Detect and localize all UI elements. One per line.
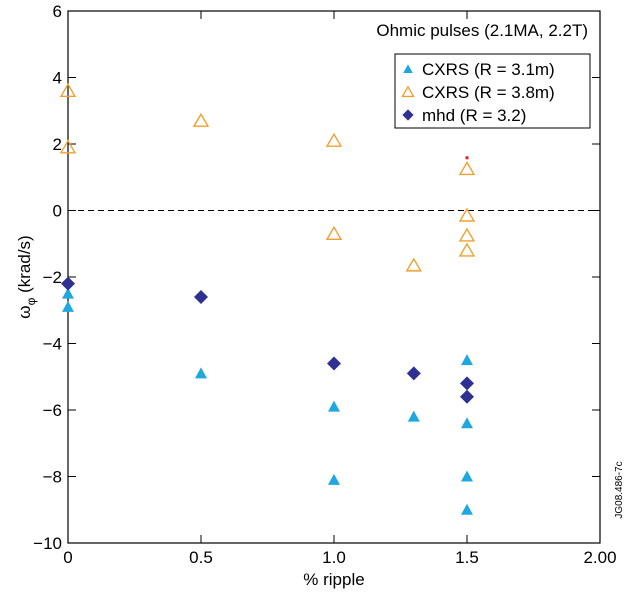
y-tick-label: 2	[53, 135, 62, 154]
x-tick-label: 0	[63, 548, 72, 567]
data-point-triangle-filled	[328, 400, 340, 412]
y-tick-label: 0	[53, 202, 62, 221]
data-point-diamond	[194, 289, 208, 304]
y-axis-label-group: ωφ (krad/s)	[15, 235, 38, 318]
chart-annotation: Ohmic pulses (2.1MA, 2.2T)	[376, 21, 588, 40]
y-tick-label: −8	[43, 468, 62, 487]
y-axis-label-unit: (krad/s)	[15, 235, 34, 297]
legend-label: CXRS (R = 3.8m)	[422, 83, 555, 102]
red-mark	[465, 156, 469, 160]
y-tick-label: −2	[43, 268, 62, 287]
legend-label: mhd (R = 3.2)	[422, 106, 526, 125]
data-point-diamond	[61, 276, 75, 291]
data-point-triangle-open	[59, 82, 77, 98]
y-tick-label: 4	[53, 69, 62, 88]
data-point-triangle-filled	[461, 417, 473, 429]
data-point-diamond	[460, 389, 474, 404]
legend-marker-diamond	[402, 109, 414, 121]
series-1	[59, 82, 476, 272]
data-point-triangle-filled	[328, 473, 340, 485]
y-axis-label: ωφ (krad/s)	[15, 235, 38, 318]
series-2	[61, 276, 474, 404]
side-label-group: JG08.486-7c	[614, 461, 625, 518]
data-point-triangle-open	[325, 132, 343, 147]
data-point-triangle-open	[458, 227, 476, 242]
x-tick-label: 2.00	[583, 548, 616, 567]
data-point-triangle-filled	[461, 470, 473, 482]
y-tick-label: −4	[43, 335, 62, 354]
data-point-triangle-open	[59, 139, 77, 154]
side-label: JG08.486-7c	[614, 461, 625, 518]
axis-ticks: 0 0.5 1.0 1.5 2.00 6 4 2 0 −2 −4 −6 −8 −10	[33, 2, 616, 567]
legend-box	[394, 53, 591, 129]
x-tick-label: 0.5	[189, 548, 213, 567]
data-point-diamond	[460, 376, 474, 391]
y-axis-label-main: ω	[15, 305, 34, 318]
data-point-triangle-open	[458, 242, 476, 257]
series-0	[62, 287, 473, 515]
data-point-diamond	[327, 356, 341, 371]
data-point-triangle-filled	[461, 503, 473, 515]
data-point-triangle-open	[405, 257, 423, 272]
data-point-triangle-open	[192, 112, 210, 127]
data-point-triangle-filled	[461, 354, 473, 366]
x-axis-label: % ripple	[303, 570, 364, 589]
data-point-triangle-open	[458, 161, 476, 176]
data-point-triangle-open	[458, 207, 476, 222]
legend-marker-triangle-filled	[403, 64, 413, 73]
data-point-triangle-filled	[62, 300, 74, 312]
y-tick-label: 6	[53, 2, 62, 21]
data-marks	[59, 82, 476, 515]
data-point-diamond	[406, 366, 421, 381]
data-point-triangle-filled	[62, 287, 74, 299]
y-tick-label: −6	[43, 401, 62, 420]
legend: CXRS (R = 3.1m) CXRS (R = 3.8m) mhd (R = 3…	[394, 53, 591, 129]
data-point-triangle-filled	[195, 367, 207, 379]
x-tick-label: 1.5	[455, 548, 479, 567]
data-point-triangle-filled	[407, 410, 420, 422]
legend-label: CXRS (R = 3.1m)	[422, 60, 555, 79]
data-point-triangle-open	[325, 225, 343, 240]
y-tick-label: −10	[33, 534, 62, 553]
y-axis-label-subscript: φ	[24, 297, 38, 305]
legend-marker-triangle-open	[401, 85, 415, 98]
x-tick-label: 1.0	[322, 548, 346, 567]
